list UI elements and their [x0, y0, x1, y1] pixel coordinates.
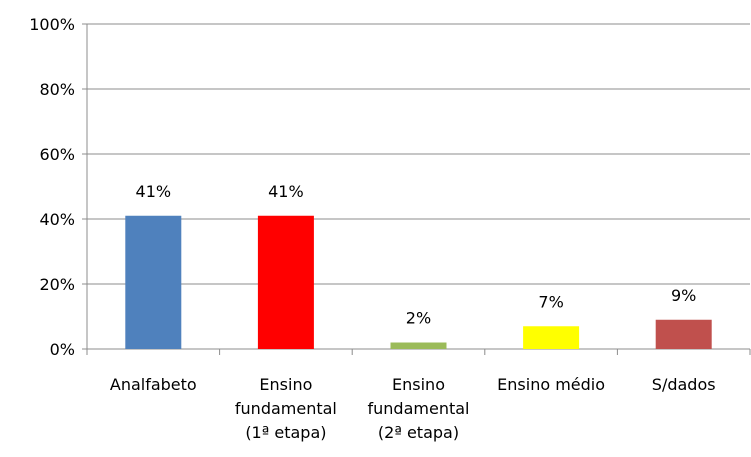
- x-tick-label: Ensino fundamental (2ª etapa): [368, 375, 470, 442]
- bar: [523, 326, 580, 349]
- data-label: 9%: [671, 286, 696, 305]
- x-tick-label: Analfabeto: [110, 375, 197, 394]
- x-tick-label: S/dados: [652, 375, 716, 394]
- y-tick-label: 80%: [39, 80, 75, 99]
- data-label: 2%: [406, 309, 431, 328]
- axes: [82, 23, 751, 355]
- y-tick-label: 100%: [29, 15, 75, 34]
- gridlines: [87, 23, 750, 285]
- category-labels: Analfabeto Ensino fundamental (1ª etapa) Ens…: [110, 375, 716, 442]
- y-tick-label: 0%: [50, 340, 75, 359]
- data-labels: 41% 41% 2% 7% 9%: [136, 182, 697, 328]
- y-tick-label: 40%: [39, 210, 75, 229]
- data-label: 7%: [538, 292, 563, 311]
- y-tick-label: 60%: [39, 145, 75, 164]
- bars: [125, 215, 712, 349]
- bar: [257, 215, 314, 349]
- bar: [655, 319, 712, 349]
- y-tick-label: 20%: [39, 275, 75, 294]
- data-label: 41%: [136, 182, 172, 201]
- x-tick-label: Ensino fundamental (1ª etapa): [235, 375, 337, 442]
- bar: [390, 342, 447, 349]
- bar: [125, 215, 182, 349]
- y-axis-tick-labels: 0% 20% 40% 60% 80% 100%: [29, 15, 75, 359]
- data-label: 41%: [268, 182, 304, 201]
- x-tick-label: Ensino médio: [497, 375, 605, 394]
